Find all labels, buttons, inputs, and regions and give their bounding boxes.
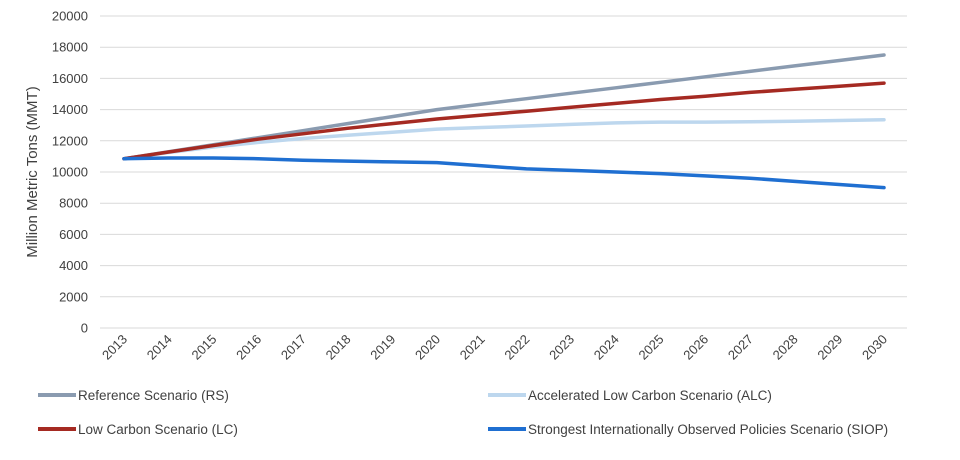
x-tick-label: 2022 xyxy=(501,332,532,363)
series-line-lc xyxy=(122,81,886,161)
y-tick-label: 16000 xyxy=(52,71,88,86)
x-axis-ticks: 2013 2014 2015 2016 2017 2018 2019 2020 2021 2022… xyxy=(99,332,890,363)
x-tick-label: 2024 xyxy=(591,332,622,363)
x-tick-label: 2026 xyxy=(680,332,711,363)
legend: Reference Scenario (RS) Accelerated Low C… xyxy=(38,388,888,437)
x-tick-label: 2020 xyxy=(412,332,443,363)
y-tick-label: 6000 xyxy=(59,227,88,242)
x-tick-label: 2016 xyxy=(233,332,264,363)
y-axis-ticks: 0 2000 4000 6000 8000 10000 12000 14000 16000 180… xyxy=(52,9,88,336)
gridlines xyxy=(100,15,907,329)
y-tick-label: 20000 xyxy=(52,9,88,24)
x-tick-label: 2021 xyxy=(457,332,488,363)
x-tick-label: 2019 xyxy=(367,332,398,363)
legend-label-alc: Accelerated Low Carbon Scenario (ALC) xyxy=(528,388,772,403)
series-lines xyxy=(122,53,886,190)
x-tick-label: 2014 xyxy=(144,332,175,363)
y-tick-label: 0 xyxy=(81,321,88,336)
x-tick-label: 2030 xyxy=(859,332,890,363)
x-tick-label: 2025 xyxy=(636,332,667,363)
x-tick-label: 2023 xyxy=(546,332,577,363)
y-tick-label: 12000 xyxy=(52,133,88,148)
x-tick-label: 2015 xyxy=(188,332,219,363)
y-tick-label: 4000 xyxy=(59,258,88,273)
y-axis-label: Million Metric Tons (MMT) xyxy=(24,86,41,257)
y-tick-label: 18000 xyxy=(52,40,88,55)
x-tick-label: 2018 xyxy=(323,332,354,363)
legend-label-siop: Strongest Internationally Observed Polic… xyxy=(528,422,888,437)
y-tick-label: 2000 xyxy=(59,289,88,304)
y-tick-label: 14000 xyxy=(52,102,88,117)
x-tick-label: 2013 xyxy=(99,332,130,363)
series-line-siop xyxy=(122,156,886,190)
y-tick-label: 10000 xyxy=(52,165,88,180)
y-tick-label: 8000 xyxy=(59,196,88,211)
x-tick-label: 2027 xyxy=(725,332,756,363)
x-tick-label: 2028 xyxy=(770,332,801,363)
x-tick-label: 2017 xyxy=(278,332,309,363)
legend-label-rs: Reference Scenario (RS) xyxy=(78,388,229,403)
series-line-alc xyxy=(122,117,886,161)
x-tick-label: 2029 xyxy=(814,332,845,363)
legend-label-lc: Low Carbon Scenario (LC) xyxy=(78,422,238,437)
